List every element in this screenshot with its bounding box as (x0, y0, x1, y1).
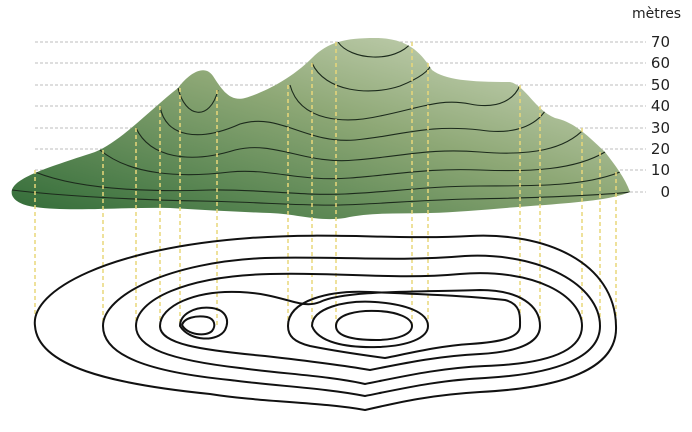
elevation-label-40: 40 (651, 97, 670, 115)
elevation-label-30: 30 (651, 119, 670, 137)
hill-contour-0 (11, 189, 630, 206)
map-contour-50-left (180, 315, 216, 336)
map-contour-40-right (286, 290, 522, 360)
map-contour-50-right (310, 300, 430, 349)
hill-contour-10 (34, 171, 621, 195)
hill-profile (11, 38, 630, 220)
hill-contour-lines (11, 41, 630, 206)
elevation-label-0: 0 (660, 183, 670, 201)
hill-contour-40 (159, 105, 549, 141)
map-contour-10 (101, 254, 602, 398)
elevation-labels: 70 60 50 40 30 20 10 0 (651, 33, 670, 201)
contour-map (33, 234, 618, 412)
hill-shape (11, 38, 630, 220)
hill-contour-30 (135, 127, 586, 162)
map-contour-40-left (178, 306, 229, 340)
map-contour-0 (33, 234, 618, 412)
projection-lines (34, 42, 617, 326)
elevation-label-60: 60 (651, 54, 670, 72)
unit-label: mètres (632, 6, 682, 22)
elevation-label-20: 20 (651, 140, 670, 158)
elevation-label-10: 10 (651, 161, 670, 179)
hill-contour-70 (337, 41, 413, 58)
hill-contour-20 (99, 149, 606, 180)
map-contour-60 (334, 309, 414, 342)
elevation-label-50: 50 (651, 76, 670, 94)
hill-contour-60 (311, 62, 433, 92)
map-contour-30 (158, 288, 542, 372)
elevation-label-70: 70 (651, 33, 670, 51)
map-contour-20 (134, 272, 584, 386)
